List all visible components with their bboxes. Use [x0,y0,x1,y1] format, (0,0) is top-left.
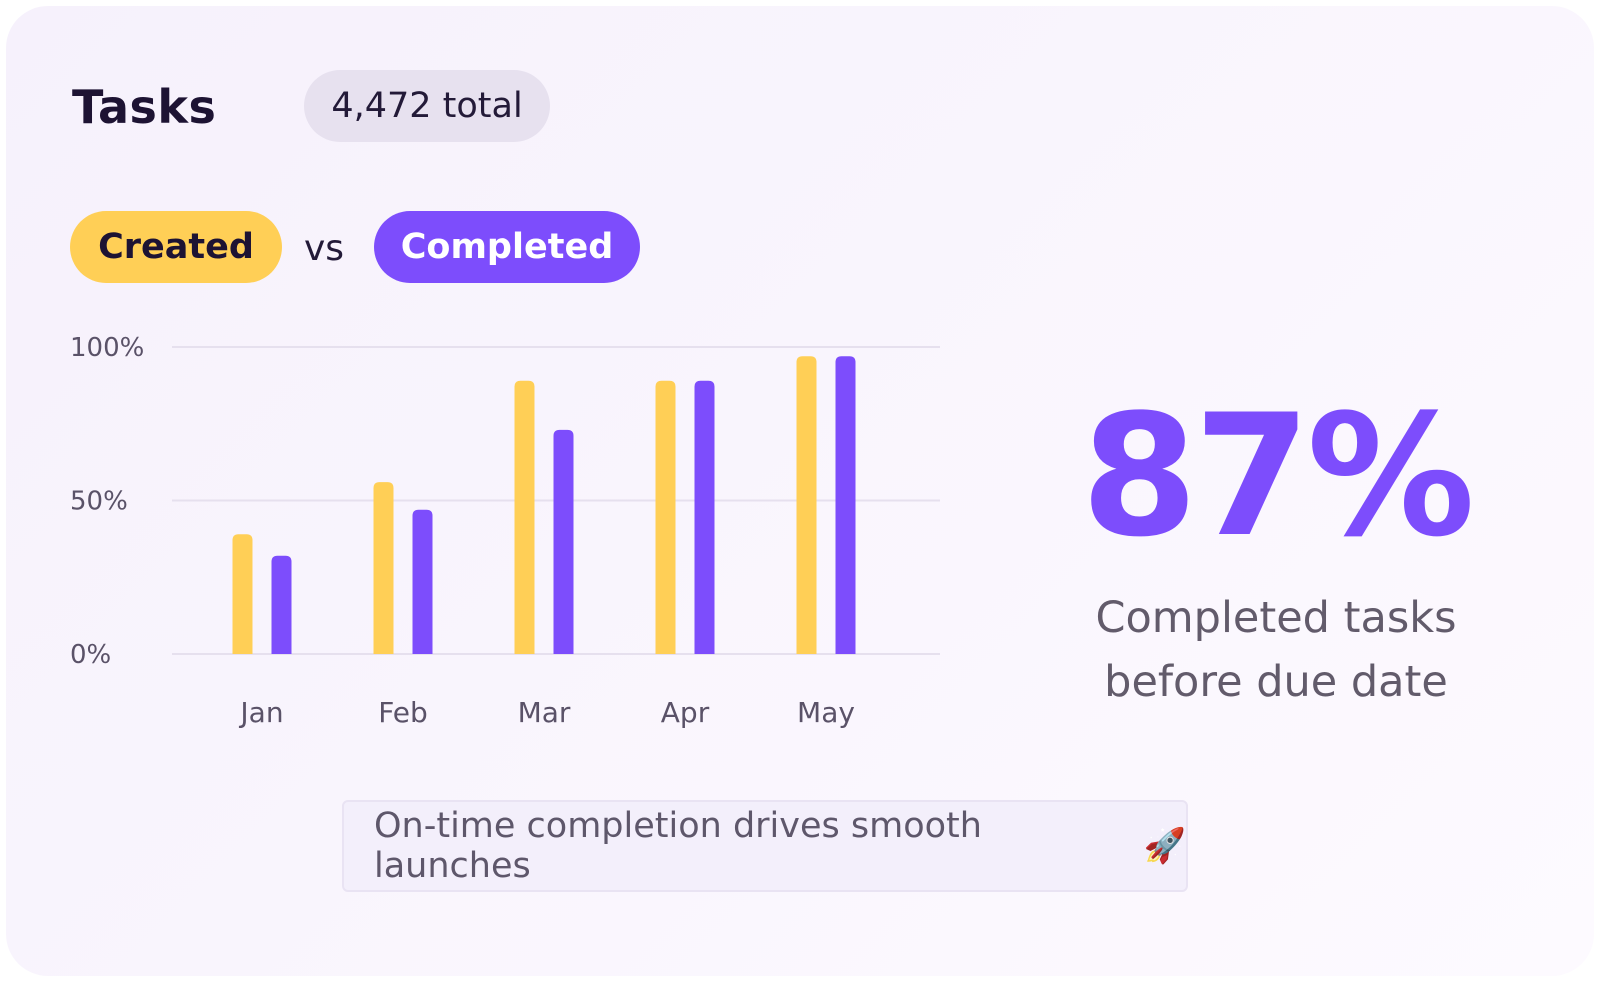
total-badge: 4,472 total [304,70,550,142]
rocket-icon: 🚀 [1143,826,1186,866]
footer-note: On-time completion drives smooth launche… [342,800,1188,892]
bar-created-jan [232,534,253,654]
bar-completed-apr [694,380,715,654]
bar-chart: 0% 50% 100% Jan Feb Mar Apr May [70,333,940,729]
y-tick-label: 100% [70,333,144,363]
bar-created-apr [655,380,676,654]
completion-caption-line1: Completed tasks [1095,593,1457,643]
completion-caption: Completed tasks before due date [1046,586,1506,714]
bar-completed-mar [553,429,574,654]
bar-created-may [796,356,817,654]
bar-completed-feb [412,509,433,654]
x-tick-label: Apr [661,696,710,729]
bar-created-mar [514,380,535,654]
x-tick-label: Mar [518,696,571,729]
y-tick-label: 50% [70,487,128,517]
x-tick-label: Jan [238,696,283,729]
x-tick-label: May [797,696,855,729]
bar-completed-jan [271,555,292,654]
legend-vs: vs [304,228,345,269]
card-title: Tasks [72,80,217,134]
completion-caption-line2: before due date [1104,657,1448,707]
y-tick-label: 0% [70,640,111,670]
x-tick-label: Feb [378,696,428,729]
legend-created: Created [70,211,282,283]
legend-completed: Completed [374,211,640,283]
bar-created-feb [373,482,394,654]
tasks-card: Tasks 4,472 total Created vs Completed 0… [6,6,1594,976]
footer-note-text: On-time completion drives smooth launche… [374,806,982,886]
completion-percent: 87% [1080,378,1475,574]
bar-completed-may [835,356,856,654]
